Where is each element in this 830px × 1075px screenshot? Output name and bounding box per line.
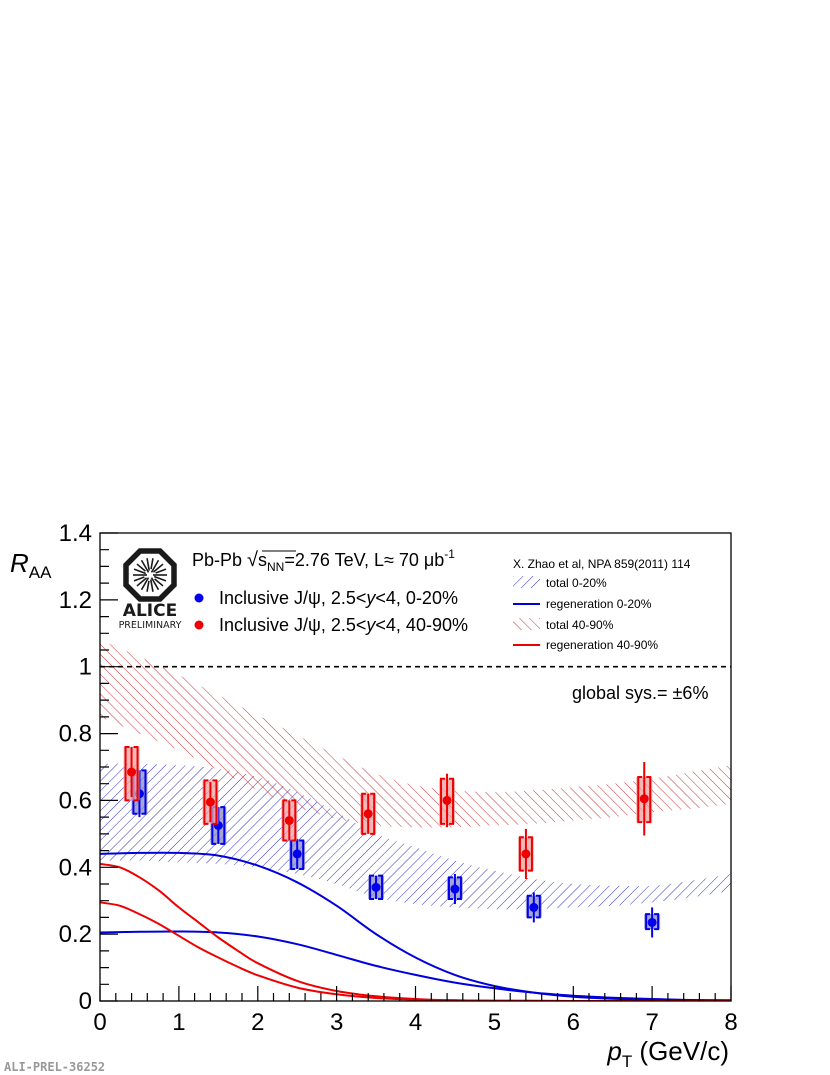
legend-label-regen-40-90: regeneration 40-90%: [546, 638, 658, 652]
logo-ray: [140, 559, 150, 573]
y-tick-label: 1.2: [59, 587, 92, 614]
model-bands: [100, 640, 731, 910]
data-legend: Inclusive J/ψ, 2.5<y<4, 0-20% Inclusive …: [194, 588, 468, 635]
data-points: [123, 745, 661, 938]
legend-label-regen-0-20: regeneration 0-20%: [546, 597, 652, 611]
legend-label-total-40-90: total 40-90%: [546, 618, 614, 632]
collision-system-label: Pb-Pb √sNN=2.76 TeV, L≈ 70 μb-1: [192, 547, 455, 574]
y-tick-label: 0: [79, 988, 92, 1015]
logo-ray: [133, 576, 145, 582]
x-tick-label: 5: [488, 1009, 501, 1036]
tick-marks: [99, 532, 732, 1002]
logo-ray: [150, 559, 160, 573]
logo-ray: [150, 577, 160, 591]
marker: [292, 849, 302, 859]
data-point-0-20-6: [525, 892, 542, 923]
x-tick-label: 8: [724, 1009, 737, 1036]
legend-label-0-20: Inclusive J/ψ, 2.5<y<4, 0-20%: [219, 588, 458, 608]
y-tick-label: 0.4: [59, 854, 92, 881]
uncorr-sys-bracket: [518, 836, 533, 872]
logo-ray: [146, 580, 150, 592]
data-point-40-90-7: [636, 761, 653, 836]
axis-tick-labels: 0 1 2 3 4 5 6 7 8 0 0.2 0.4 0.6 0.8 1 1.2 1.4: [59, 520, 738, 1036]
y-tick-label: 0.6: [59, 787, 92, 814]
marker: [284, 815, 294, 825]
uncorr-sys-bracket: [282, 799, 297, 842]
logo-ray: [146, 558, 151, 571]
data-point-40-90-5: [439, 773, 456, 828]
x-tick-label: 7: [645, 1009, 658, 1036]
uncorr-sys-bracket: [645, 913, 660, 931]
global-sys-annotation: global sys.= ±6%: [572, 683, 708, 703]
regen-0-20-curve-2: [100, 930, 731, 1001]
marker: [371, 882, 381, 892]
marker: [450, 884, 460, 894]
data-point-40-90-2: [202, 779, 219, 825]
marker: [639, 794, 649, 804]
marker: [442, 795, 452, 805]
data-point-0-20-3: [289, 838, 306, 870]
logo-ray: [152, 563, 164, 573]
marker: [205, 797, 215, 807]
data-point-40-90-3: [281, 799, 298, 842]
y-tick-label: 1.4: [59, 520, 92, 547]
legend-marker-40-90: [194, 620, 204, 630]
uncorr-sys-bracket: [369, 874, 384, 901]
y-tick-label: 0.8: [59, 721, 92, 748]
x-tick-label: 0: [93, 1009, 106, 1036]
legend-label-total-0-20: total 0-20%: [546, 576, 607, 590]
uncorr-sys-bracket: [447, 876, 462, 901]
data-point-0-20-4: [368, 874, 385, 901]
data-point-40-90-4: [360, 792, 377, 835]
marker: [127, 767, 137, 777]
model-citation: X. Zhao et al, NPA 859(2011) 114: [513, 557, 691, 571]
alice-logo: ALICE PRELIMINARY: [119, 548, 182, 631]
marker: [647, 917, 657, 927]
legend-swatch-total-40-90: [513, 618, 540, 630]
marker: [521, 849, 531, 859]
uncorr-sys-bracket: [526, 894, 541, 919]
uncorr-sys-bracket: [440, 777, 455, 825]
data-point-0-20-5: [446, 873, 463, 905]
logo-ray: [136, 563, 146, 572]
x-tick-label: 1: [172, 1009, 185, 1036]
x-tick-label: 3: [330, 1009, 343, 1036]
band-total-0-20: [100, 763, 731, 910]
uncorr-sys-bracket: [361, 792, 376, 835]
y-tick-label: 1: [79, 654, 92, 681]
logo-ray: [133, 568, 147, 575]
marker: [529, 902, 539, 912]
logo-ray: [153, 575, 167, 582]
alice-star-icon: [123, 548, 177, 602]
logo-ray: [136, 577, 148, 587]
uncorr-sys-bracket: [203, 779, 218, 825]
x-tick-label: 6: [567, 1009, 580, 1036]
x-tick-label: 2: [251, 1009, 264, 1036]
model-legend: X. Zhao et al, NPA 859(2011) 114 total 0…: [513, 557, 691, 652]
y-tick-label: 0.2: [59, 921, 92, 948]
uncorr-sys-bracket: [124, 745, 139, 802]
marker: [363, 809, 373, 819]
legend-label-40-90: Inclusive J/ψ, 2.5<y<4, 40-90%: [219, 615, 468, 635]
logo-ray: [154, 578, 164, 587]
x-axis-title: pT (GeV/c): [606, 1036, 729, 1071]
x-tick-label: 4: [409, 1009, 422, 1036]
logo-ray: [150, 558, 154, 570]
logo-name: ALICE: [123, 601, 177, 621]
data-point-0-20-7: [644, 907, 661, 938]
logo-ray: [149, 579, 154, 592]
data-point-40-90-6: [517, 828, 534, 879]
axis-ticks: [99, 532, 732, 1002]
band-total-40-90: [100, 640, 731, 828]
uncorr-sys-bracket: [637, 776, 652, 824]
figure-id: ALI-PREL-36252: [4, 1060, 105, 1074]
y-axis-title: RAA: [10, 548, 52, 582]
logo-ray: [155, 568, 167, 574]
logo-tagline: PRELIMINARY: [119, 620, 182, 631]
logo-ray: [140, 577, 150, 591]
data-point-40-90-1: [123, 745, 140, 802]
legend-swatch-total-0-20: [513, 576, 540, 588]
legend-marker-0-20: [194, 593, 204, 603]
